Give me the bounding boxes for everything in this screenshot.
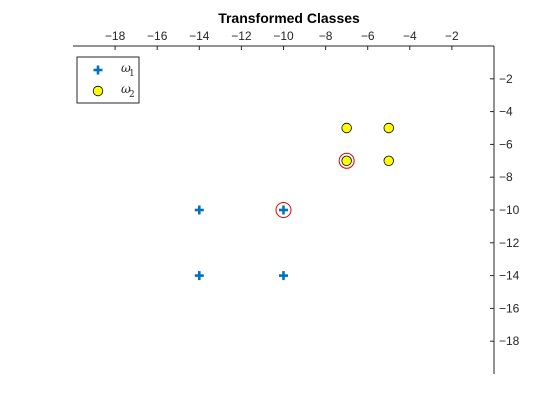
x-tick-label: −8 <box>319 29 333 43</box>
legend-label-1: ω <box>121 61 131 75</box>
legend-subscript-2: 2 <box>129 90 135 100</box>
data-points <box>194 122 394 281</box>
tick-marks: −18 −16 −14 −12 −10 −8 −6 −4 −2 −2 −4 −6 −8 −10 −12 −14… <box>105 29 520 348</box>
highlight-ring <box>275 202 292 218</box>
x-tick-label: −14 <box>189 29 210 43</box>
x-tick-label: −18 <box>105 29 126 43</box>
y-tick-label: −6 <box>499 137 513 151</box>
class-2-point <box>341 155 352 167</box>
x-tick-label: −12 <box>231 29 252 43</box>
y-tick-label: −12 <box>499 236 520 250</box>
highlight-rings <box>275 152 355 218</box>
class-2-point <box>341 122 352 134</box>
legend-marker-2 <box>92 85 104 97</box>
y-tick-label: −10 <box>499 203 520 217</box>
legend-box <box>76 56 140 104</box>
x-tick-label: −4 <box>403 29 417 43</box>
x-tick-label: −6 <box>361 29 375 43</box>
legend-label-2: ω <box>121 82 131 96</box>
y-tick-label: −8 <box>499 170 513 184</box>
class-1-point <box>279 205 288 215</box>
y-tick-label: −18 <box>499 334 520 348</box>
class-2-point <box>383 155 394 167</box>
y-tick-label: −16 <box>499 301 520 315</box>
highlight-ring <box>338 152 355 169</box>
class-1-point <box>194 205 204 215</box>
chart-title: Transformed Classes <box>218 10 360 26</box>
y-tick-label: −2 <box>499 72 513 86</box>
legend-subscript-1: 1 <box>129 69 135 79</box>
y-tick-label: −4 <box>499 105 513 119</box>
class-2-point <box>383 122 394 134</box>
class-1-point <box>194 271 204 281</box>
legend-marker-1 <box>93 65 103 75</box>
x-tick-label: −2 <box>445 29 459 43</box>
x-tick-label: −10 <box>273 29 294 43</box>
x-tick-label: −16 <box>147 29 168 43</box>
class-1-point <box>279 271 288 281</box>
y-tick-label: −14 <box>499 269 520 283</box>
